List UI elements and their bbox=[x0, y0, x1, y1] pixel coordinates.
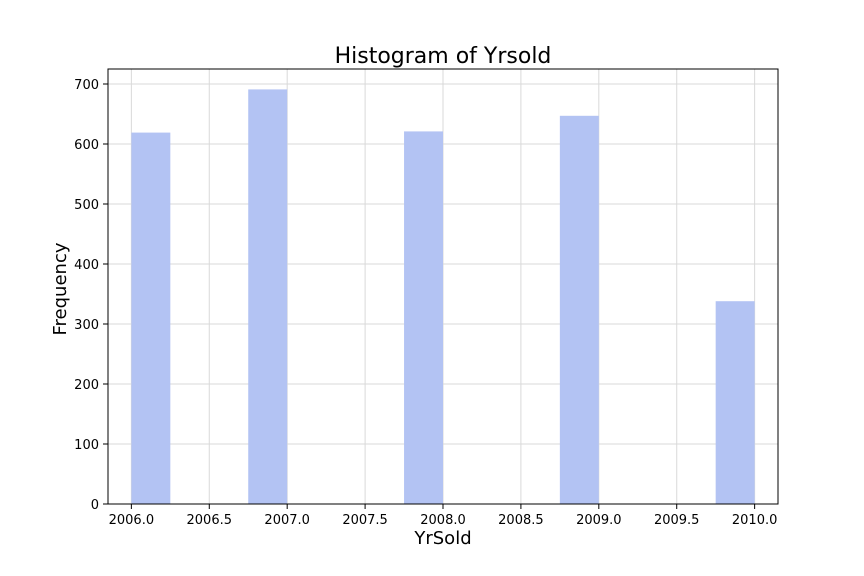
tick-layer: 2006.0 2006.5 2007.0 2007.5 2008.0 2008.5 2009… bbox=[74, 78, 777, 528]
histogram-bar bbox=[131, 132, 171, 504]
histogram-bar bbox=[404, 131, 443, 504]
x-tick-label: 2007.0 bbox=[264, 513, 310, 528]
y-tick-label: 100 bbox=[74, 438, 99, 453]
histogram-bar bbox=[248, 89, 288, 505]
y-tick-label: 600 bbox=[74, 138, 99, 153]
x-axis-label: YrSold bbox=[413, 528, 471, 549]
x-tick-label: 2008.0 bbox=[420, 513, 466, 528]
x-tick-label: 2006.5 bbox=[187, 513, 233, 528]
y-tick-label: 500 bbox=[74, 198, 99, 213]
y-tick-label: 200 bbox=[74, 378, 99, 393]
y-tick-label: 0 bbox=[91, 498, 99, 513]
x-tick-label: 2010.0 bbox=[732, 513, 778, 528]
bar-layer bbox=[131, 89, 755, 505]
y-tick-label: 300 bbox=[74, 318, 99, 333]
x-tick-label: 2009.5 bbox=[654, 513, 700, 528]
x-tick-label: 2006.0 bbox=[109, 513, 155, 528]
y-tick-label: 700 bbox=[74, 78, 99, 93]
y-tick-label: 400 bbox=[74, 258, 99, 273]
histogram-bar bbox=[715, 301, 755, 504]
histogram-bar bbox=[559, 115, 599, 505]
x-tick-label: 2007.5 bbox=[342, 513, 388, 528]
x-tick-label: 2009.0 bbox=[576, 513, 622, 528]
x-tick-label: 2008.5 bbox=[498, 513, 544, 528]
y-axis-label: Frequency bbox=[50, 242, 71, 335]
chart-title: Histogram of Yrsold bbox=[335, 44, 552, 69]
